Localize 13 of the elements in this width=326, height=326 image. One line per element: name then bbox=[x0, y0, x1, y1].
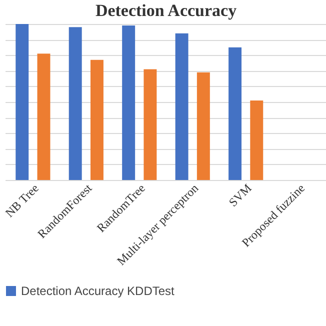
bar bbox=[250, 100, 264, 180]
bar bbox=[144, 69, 157, 180]
bar bbox=[68, 27, 82, 180]
x-tick-label: NB Tree bbox=[2, 181, 42, 220]
bar bbox=[175, 33, 188, 180]
bar bbox=[122, 26, 136, 180]
chart-title: Detection Accuracy bbox=[95, 1, 238, 20]
bar bbox=[196, 72, 210, 180]
legend-label: Detection Accuracy KDDTest bbox=[21, 284, 176, 298]
bar bbox=[37, 54, 50, 180]
bar bbox=[16, 24, 29, 180]
bar bbox=[228, 47, 242, 180]
bar bbox=[90, 60, 104, 180]
